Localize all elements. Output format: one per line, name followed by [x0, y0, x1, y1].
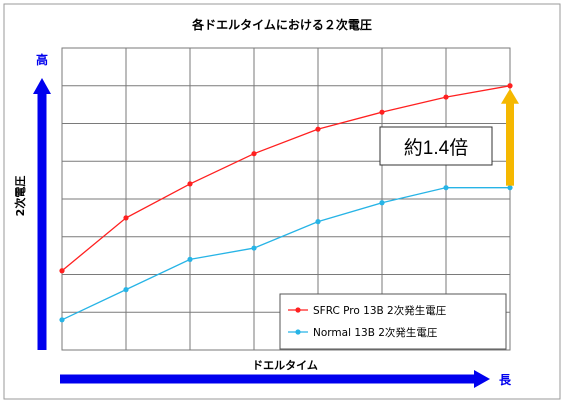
data-point: [443, 185, 449, 191]
x-axis-arrow-head: [474, 370, 490, 388]
legend-swatch-marker: [295, 307, 301, 313]
data-point: [59, 268, 65, 274]
annotation-box: [379, 126, 493, 166]
data-point: [187, 181, 193, 187]
data-point: [379, 109, 385, 115]
series-1: [59, 83, 513, 274]
ratio-arrow-shaft: [506, 101, 514, 186]
y-axis-label: 2次電圧: [13, 176, 27, 217]
data-point: [251, 245, 257, 251]
y-axis-high-label: 高: [36, 52, 48, 67]
legend-items: SFRC Pro 13B 2次発生電圧 Normal 13B 2次発生電圧: [288, 304, 447, 339]
y-axis-arrow-head: [33, 78, 51, 94]
data-point: [123, 287, 129, 293]
series-layer: [59, 83, 513, 323]
data-point: [59, 317, 65, 323]
legend-label: Normal 13B 2次発生電圧: [313, 326, 438, 339]
data-point: [187, 256, 193, 262]
chart-title: 各ドエルタイムにおける２次電圧: [191, 17, 372, 32]
ratio-arrow: [501, 88, 519, 186]
series-line: [61, 85, 511, 272]
series-line: [61, 187, 510, 321]
x-axis-label: ドエルタイム: [252, 359, 318, 372]
series-2: [59, 185, 513, 323]
data-point: [507, 83, 513, 89]
data-point: [315, 126, 321, 132]
legend: [279, 293, 507, 350]
x-axis-high-label: 長: [499, 372, 512, 387]
annotation-text: 約1.4倍: [404, 137, 468, 159]
data-point: [507, 185, 513, 191]
data-point: [379, 200, 385, 206]
ratio-arrow-head: [501, 88, 519, 104]
data-point: [123, 215, 129, 221]
data-point: [315, 219, 321, 225]
legend-label: SFRC Pro 13B 2次発生電圧: [313, 304, 447, 317]
legend-swatch-marker: [295, 329, 301, 335]
data-point: [251, 151, 257, 157]
data-point: [443, 94, 449, 100]
